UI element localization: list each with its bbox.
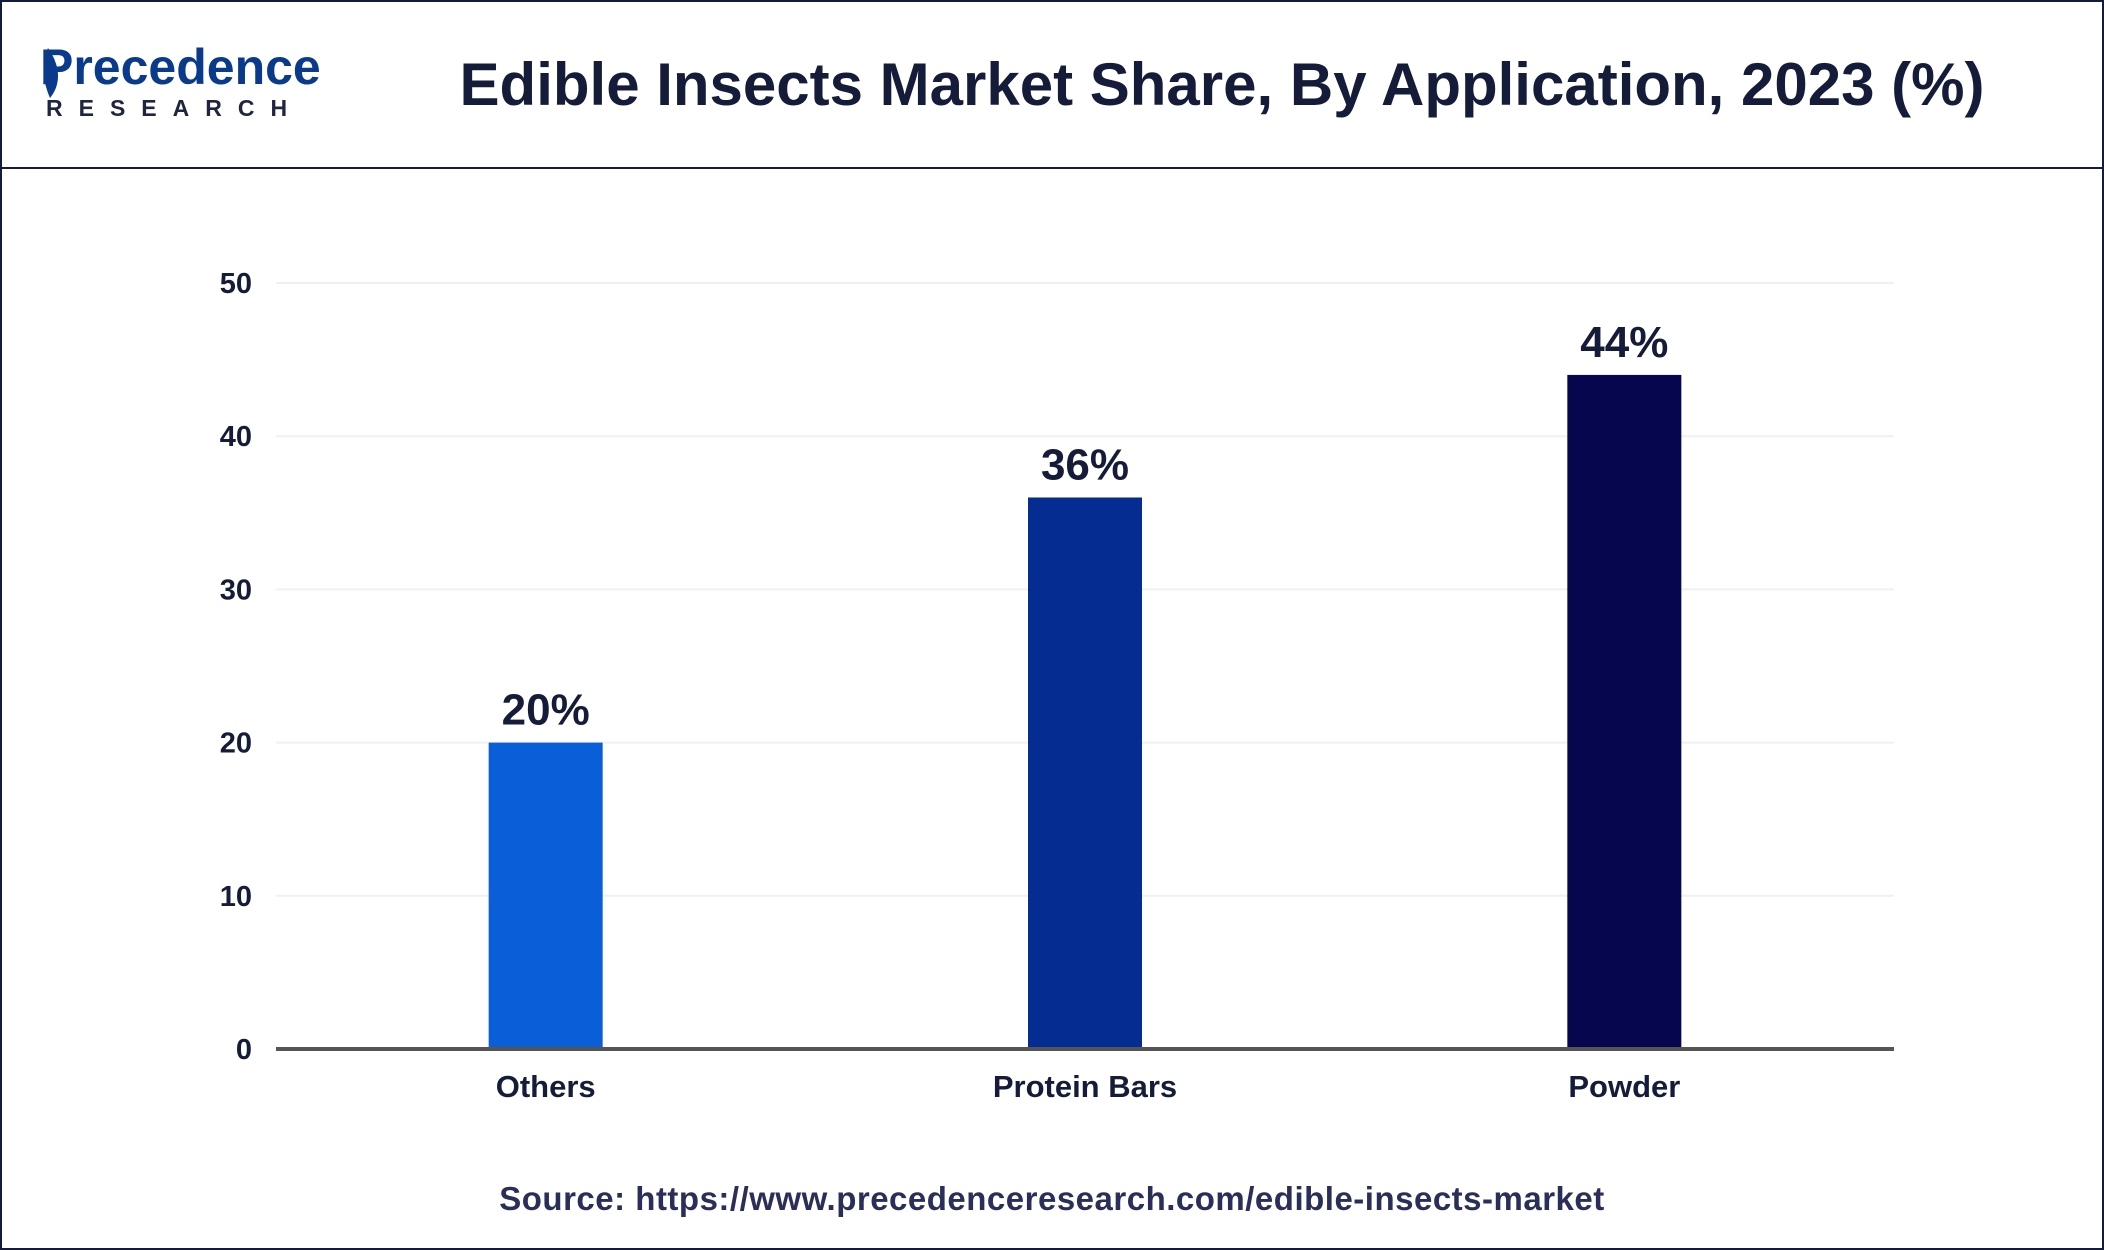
x-tick-label: Protein Bars	[993, 1069, 1177, 1104]
precedence-leaf-icon	[43, 48, 58, 98]
y-tick-label: 20	[220, 728, 252, 760]
y-tick-label: 30	[220, 574, 252, 606]
source-note: Source: https://www.precedenceresearch.c…	[499, 1180, 1605, 1217]
y-tick-label: 10	[220, 881, 252, 913]
x-tick-label: Others	[496, 1069, 596, 1104]
bar-others	[488, 742, 603, 1047]
y-tick-label: 0	[236, 1034, 252, 1066]
data-label: 20%	[502, 686, 590, 735]
y-tick-label: 50	[220, 268, 252, 300]
x-tick-label: Powder	[1568, 1069, 1680, 1104]
y-tick-label: 40	[220, 421, 252, 453]
data-label: 44%	[1580, 318, 1668, 367]
header: Precedence RESEARCH Edible Insects Marke…	[2, 2, 2102, 169]
precedence-logo: Precedence RESEARCH	[40, 38, 340, 128]
logo-wordmark: Precedence	[40, 39, 321, 95]
bar-protein-bars	[1028, 497, 1142, 1048]
data-label: 36%	[1041, 440, 1129, 489]
bar-powder	[1567, 374, 1682, 1047]
chart-title: Edible Insects Market Share, By Applicat…	[459, 51, 1985, 118]
logo-subtitle: RESEARCH	[46, 95, 304, 121]
